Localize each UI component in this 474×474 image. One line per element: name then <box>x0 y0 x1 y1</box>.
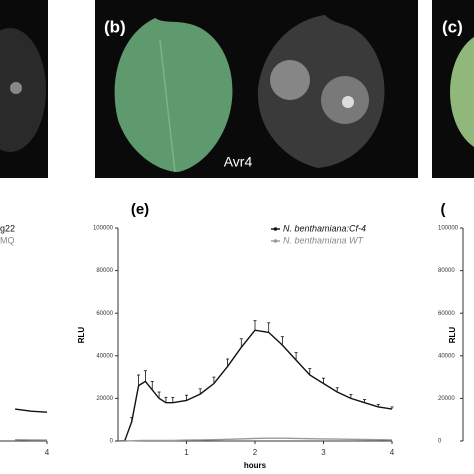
leaf-a <box>0 28 46 152</box>
y-tick-label: 100000 <box>438 226 459 232</box>
legend-label: N. benthamiana:Cf-4 <box>283 223 366 233</box>
y-axis-label: RLU <box>448 327 457 344</box>
x-tick-label: 4 <box>45 448 50 457</box>
x-tick-label: 2 <box>253 448 258 457</box>
series-line <box>118 437 393 442</box>
lesion-center <box>342 96 354 108</box>
x-tick-label: 4 <box>390 448 395 457</box>
y-tick-label: 0 <box>110 439 114 445</box>
lesion <box>270 60 310 100</box>
y-tick-label: 20000 <box>96 396 113 402</box>
charts: 4 g22 MQ 0 20000 40000 60000 80000 100000 1 2 3 4 (e)… <box>0 201 464 470</box>
y-tick-label: 20000 <box>438 396 455 402</box>
y-tick-label: 60000 <box>438 311 455 317</box>
y-tick-label: 100000 <box>93 226 114 232</box>
photo-caption: Avr4 <box>224 154 253 170</box>
y-tick-label: 60000 <box>96 311 113 317</box>
y-tick-label: 80000 <box>438 268 455 274</box>
y-tick-label: 40000 <box>96 353 113 359</box>
spot-a <box>10 82 22 94</box>
legend-label: N. benthamiana WT <box>283 235 365 245</box>
x-tick-label: 3 <box>321 448 326 457</box>
leaf-green <box>114 18 233 172</box>
x-axis-label: hours <box>244 461 267 470</box>
legend-marker <box>273 239 278 243</box>
chart-title: (e) <box>131 201 149 218</box>
panel-label: (c) <box>442 17 463 36</box>
y-tick-label: 40000 <box>438 353 455 359</box>
legend-label: MQ <box>0 235 15 245</box>
y-tick-label: 0 <box>438 439 442 445</box>
x-tick-label: 1 <box>184 448 189 457</box>
y-axis-label: RLU <box>77 327 86 344</box>
series-line <box>117 329 393 442</box>
leaf-gray <box>257 15 385 168</box>
chart-title: ( <box>441 201 446 218</box>
panel-label: (b) <box>104 17 126 36</box>
leaf-vein <box>159 39 176 173</box>
legend-marker <box>273 227 278 231</box>
legend-label: g22 <box>0 223 15 233</box>
y-tick-label: 80000 <box>96 268 113 274</box>
leaf-c <box>450 37 474 147</box>
series-line <box>15 408 48 413</box>
